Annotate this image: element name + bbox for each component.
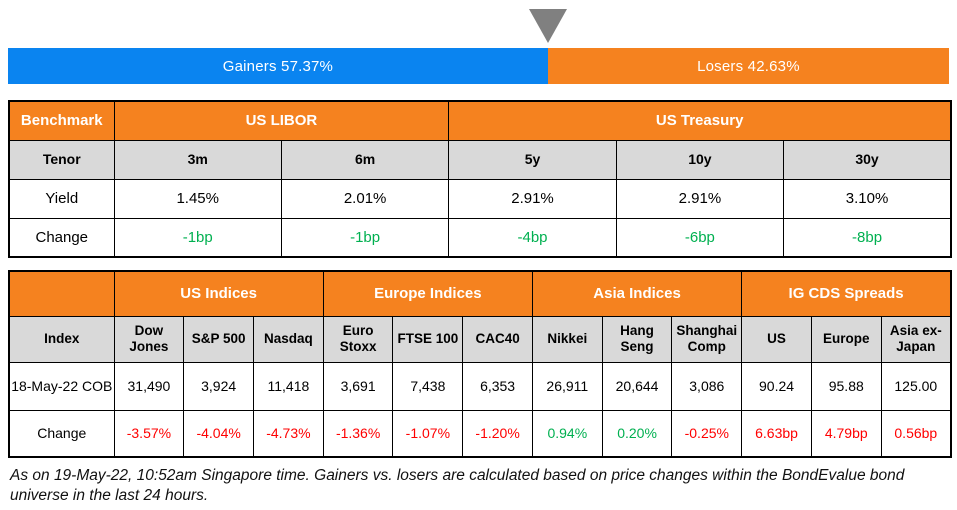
index-value-cell: 3,924 (183, 361, 255, 411)
index-column-header-row: Index Dow Jones S&P 500 Nasdaq Euro Stox… (8, 315, 952, 363)
gainers-segment: Gainers 57.37% (8, 48, 548, 84)
tenor-row: Tenor 3m 6m 5y 10y 30y (8, 139, 952, 180)
index-change-cell: 0.94% (531, 409, 603, 458)
benchmark-change-row: Change -1bp -1bp -4bp -6bp -8bp (8, 217, 952, 258)
europe-indices-group-header: Europe Indices (322, 270, 533, 317)
column-header-cell: Shanghai Comp (671, 315, 743, 363)
us-indices-group-header: US Indices (113, 270, 324, 317)
column-header-cell: FTSE 100 (392, 315, 464, 363)
index-change-cell: 4.79bp (810, 409, 882, 458)
benchmark-table: Benchmark US LIBOR US Treasury Tenor 3m … (8, 100, 952, 258)
index-column-label: Index (8, 315, 115, 363)
index-value-cell: 26,911 (531, 361, 603, 411)
pointer-triangle-icon (529, 9, 567, 43)
index-values-row: 18-May-22 COB 31,490 3,924 11,418 3,691 … (8, 361, 952, 411)
index-change-row: Change -3.57% -4.04% -4.73% -1.36% -1.07… (8, 409, 952, 458)
column-header-cell: Euro Stoxx (322, 315, 394, 363)
column-header-cell: Nikkei (531, 315, 603, 363)
us-treasury-group-header: US Treasury (448, 100, 952, 141)
change-cell: -1bp (113, 217, 282, 258)
index-change-cell: -4.73% (253, 409, 324, 458)
column-header-cell: Hang Seng (601, 315, 673, 363)
index-value-cell: 3,691 (322, 361, 394, 411)
change-row-label: Change (8, 409, 115, 458)
yield-cell: 2.91% (615, 178, 785, 219)
indices-corner-cell (8, 270, 115, 317)
tenor-cell: 6m (280, 139, 450, 180)
yield-cell: 2.91% (448, 178, 617, 219)
column-header-cell: Nasdaq (253, 315, 324, 363)
ig-cds-spreads-group-header: IG CDS Spreads (741, 270, 952, 317)
tenor-cell: 30y (783, 139, 952, 180)
change-cell: -4bp (448, 217, 617, 258)
index-change-cell: 0.20% (601, 409, 673, 458)
index-value-cell: 90.24 (741, 361, 812, 411)
change-row-label: Change (8, 217, 115, 258)
losers-label: Losers 42.63% (697, 57, 800, 75)
column-header-cell: S&P 500 (183, 315, 255, 363)
column-header-cell: CAC40 (462, 315, 533, 363)
losers-segment: Losers 42.63% (547, 48, 949, 84)
index-change-cell: -1.20% (462, 409, 533, 458)
yield-cell: 1.45% (113, 178, 282, 219)
index-change-cell: 0.56bp (880, 409, 952, 458)
index-value-cell: 95.88 (810, 361, 882, 411)
date-row-label: 18-May-22 COB (8, 361, 115, 411)
tenor-cell: 3m (113, 139, 282, 180)
yield-row-label: Yield (8, 178, 115, 219)
column-header-cell: Europe (810, 315, 882, 363)
index-change-cell: -0.25% (671, 409, 743, 458)
benchmark-corner-cell: Benchmark (8, 100, 115, 141)
indices-table: US Indices Europe Indices Asia Indices I… (8, 270, 952, 458)
index-change-cell: -4.04% (183, 409, 255, 458)
column-header-cell: Asia ex-Japan (880, 315, 952, 363)
index-value-cell: 7,438 (392, 361, 464, 411)
index-value-cell: 20,644 (601, 361, 673, 411)
indices-group-header-row: US Indices Europe Indices Asia Indices I… (8, 270, 952, 317)
yield-cell: 3.10% (783, 178, 952, 219)
asia-indices-group-header: Asia Indices (531, 270, 743, 317)
index-value-cell: 6,353 (462, 361, 533, 411)
index-value-cell: 31,490 (113, 361, 185, 411)
footnote-text: As on 19-May-22, 10:52am Singapore time.… (10, 467, 905, 505)
index-value-cell: 125.00 (880, 361, 952, 411)
benchmark-group-header-row: Benchmark US LIBOR US Treasury (8, 100, 952, 141)
index-value-cell: 3,086 (671, 361, 743, 411)
index-change-cell: -1.36% (322, 409, 394, 458)
tenor-cell: 5y (448, 139, 617, 180)
yield-row: Yield 1.45% 2.01% 2.91% 2.91% 3.10% (8, 178, 952, 219)
us-libor-group-header: US LIBOR (113, 100, 450, 141)
index-change-cell: -3.57% (113, 409, 185, 458)
index-change-cell: -1.07% (392, 409, 464, 458)
index-change-cell: 6.63bp (741, 409, 812, 458)
yield-cell: 2.01% (280, 178, 450, 219)
tenor-row-label: Tenor (8, 139, 115, 180)
index-value-cell: 11,418 (253, 361, 324, 411)
change-cell: -1bp (280, 217, 450, 258)
tenor-cell: 10y (615, 139, 785, 180)
gainers-label: Gainers 57.37% (222, 57, 334, 75)
gainers-losers-bar: Gainers 57.37% Losers 42.63% (8, 48, 949, 84)
change-cell: -8bp (783, 217, 952, 258)
column-header-cell: Dow Jones (113, 315, 185, 363)
column-header-cell: US (741, 315, 812, 363)
change-cell: -6bp (615, 217, 785, 258)
